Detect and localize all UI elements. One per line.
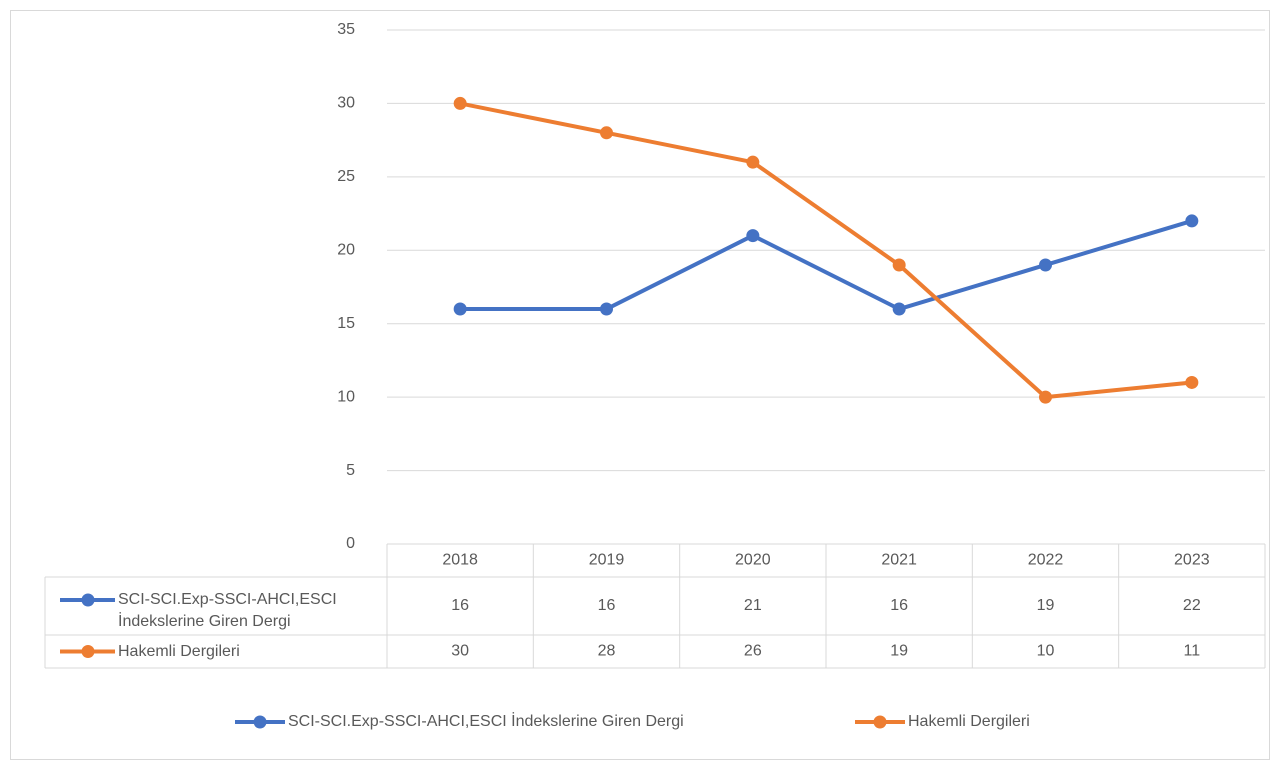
table-value: 28 [598,643,616,660]
y-tick-label: 0 [346,535,355,552]
x-tick-label: 2023 [1174,552,1210,569]
table-row-label: Hakemli Dergileri [118,642,240,660]
data-point [1185,375,1199,389]
data-point [1039,390,1052,404]
y-tick-label: 35 [337,21,355,38]
series-line [460,218,1193,312]
table-value: 22 [1183,597,1201,614]
y-tick-label: 25 [337,168,355,185]
y-tick-label: 10 [337,388,355,405]
legend-label: SCI-SCI.Exp-SSCI-AHCI,ESCI İndekslerine … [288,711,684,730]
data-point [1039,258,1052,272]
x-tick-label: 2022 [1028,552,1064,569]
x-tick-label: 2020 [735,552,771,569]
table-value: 16 [890,597,908,614]
table-key-marker [81,593,95,607]
table-value: 19 [1037,597,1055,614]
data-point [746,229,760,243]
table-row-label: SCI-SCI.Exp-SSCI-AHCI,ESCI İndekslerine … [118,591,337,630]
table-value: 16 [598,597,616,614]
table-value: 30 [451,643,469,660]
y-tick-label: 5 [346,462,355,479]
data-point [600,126,613,140]
data-point [1185,214,1199,228]
table-key-marker [81,645,95,658]
y-tick-label: 30 [337,95,355,112]
data-point [600,302,613,316]
data-point [453,302,467,316]
legend-key-marker [253,715,267,729]
data-point [892,302,906,316]
table-value: 11 [1184,643,1201,660]
y-tick-label: 15 [337,315,355,332]
legend-label: Hakemli Dergileri [908,713,1030,730]
series-line [459,101,1193,400]
x-tick-label: 2019 [589,552,625,569]
table-value: 26 [744,643,762,660]
table-value: 10 [1037,643,1055,660]
table-value: 16 [451,597,469,614]
data-point [746,155,760,169]
y-tick-label: 20 [337,242,355,259]
data-point [892,258,906,272]
data-point [453,96,467,110]
table-value: 19 [890,643,908,660]
x-tick-label: 2021 [881,552,917,569]
legend-key-marker [873,715,887,729]
table-value: 21 [744,597,762,614]
x-tick-label: 2018 [442,552,478,569]
